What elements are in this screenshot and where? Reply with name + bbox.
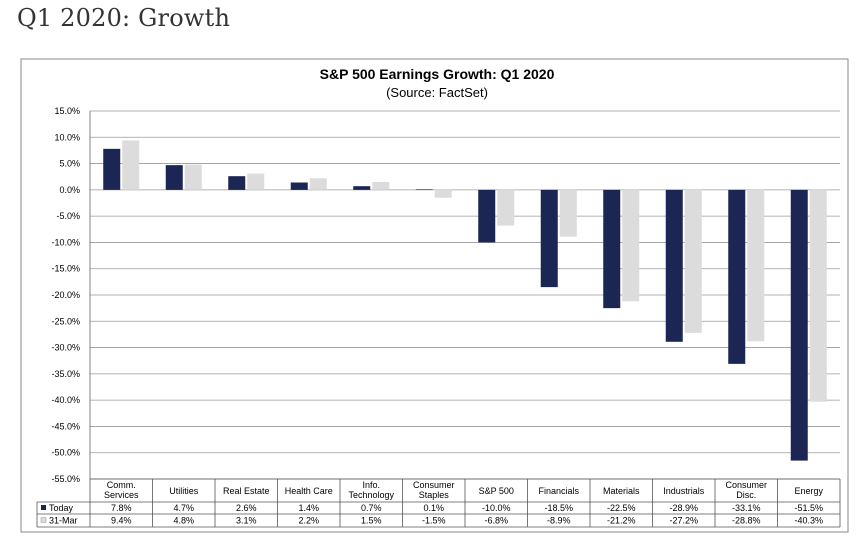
y-tick-label: -30.0% [51,343,80,353]
y-tick-label: -40.0% [51,395,80,405]
table-cell: -51.5% [794,503,823,513]
chart-title: S&P 500 Earnings Growth: Q1 2020 [320,66,555,82]
y-axis: 15.0% 10.0% 5.0% 0.0% -5.0% -10.0% -15.0% -20.0… [51,106,91,484]
table-cell: -1.5% [422,516,446,526]
table-cell: 0.1% [423,503,444,513]
table-cell: -40.3% [794,516,823,526]
bar-today [103,148,121,190]
category-label: Utilities [169,486,199,496]
bar-today [603,189,621,309]
data-table: Comm.Services Utilities Real Estate Health … [36,478,841,528]
bar-today [540,189,558,288]
bar-today [353,186,371,190]
table-cell: -22.5% [607,503,636,513]
bar-31-mar [684,189,702,333]
y-tick-label: -35.0% [51,369,80,379]
legend-swatch [41,505,46,510]
bar-31-mar [372,181,390,190]
table-cell: 1.4% [298,503,319,513]
category-label: Energy [794,486,823,496]
bar-31-mar [497,189,515,226]
bar-today [728,189,746,364]
y-tick-label: -55.0% [51,474,80,484]
category-label: Services [104,490,139,500]
legend-label: Today [49,503,74,513]
category-label: Industrials [663,486,705,496]
category-label: Comm. [107,480,136,490]
category-label: Financials [538,486,579,496]
bar-31-mar [434,189,452,198]
bar-today [165,165,183,190]
bar-31-mar [309,178,327,190]
table-cell: 4.8% [173,516,194,526]
bars [103,140,827,461]
table-cell: -6.8% [484,516,508,526]
table-cell: -28.8% [732,516,761,526]
y-tick-label: -45.0% [51,421,80,431]
y-tick-label: 5.0% [59,159,80,169]
y-tick-label: 0.0% [59,185,80,195]
bar-31-mar [622,189,640,302]
y-tick-label: -25.0% [51,316,80,326]
y-tick-label: -20.0% [51,290,80,300]
bar-31-mar [559,189,577,237]
bar-31-mar [747,189,765,342]
category-label: Staples [419,490,450,500]
bar-today [478,189,496,243]
table-cell: -27.2% [669,516,698,526]
y-tick-label: -50.0% [51,448,80,458]
table-cell: 3.1% [236,516,257,526]
bar-today [228,176,246,190]
chart-frame [20,58,849,533]
bar-today [290,182,308,190]
chart-subtitle: (Source: FactSet) [386,85,488,100]
bar-today [665,189,683,342]
category-label: Technology [348,490,394,500]
table-cell: 4.7% [173,503,194,513]
legend-swatch [40,517,47,523]
legend-label: 31-Mar [49,516,78,526]
page-title: Q1 2020: Growth [17,4,231,32]
table-cell: 7.8% [111,503,132,513]
table-cell: 0.7% [361,503,382,513]
y-tick-label: -15.0% [51,264,80,274]
category-label: Health Care [285,486,333,496]
table-cell: 9.4% [111,516,132,526]
y-tick-label: -10.0% [51,237,80,247]
category-label: S&P 500 [479,486,514,496]
table-cell: -28.9% [669,503,698,513]
table-cell: -10.0% [482,503,511,513]
bar-today [790,189,808,461]
bar-31-mar [809,189,827,402]
bar-31-mar [122,140,140,190]
bar-31-mar [247,173,265,190]
y-tick-label: -5.0% [56,211,80,221]
bar-today [415,189,433,190]
y-tick-label: 15.0% [54,106,80,116]
category-label: Info. [362,480,380,490]
category-label: Materials [603,486,640,496]
table-cell: -8.9% [547,516,571,526]
y-tick-label: 10.0% [54,132,80,142]
table-cell: 2.2% [298,516,319,526]
table-cell: 1.5% [361,516,382,526]
category-label: Consumer [413,480,455,490]
table-cell: 2.6% [236,503,257,513]
category-label: Consumer [725,480,767,490]
category-label: Real Estate [223,486,270,496]
category-label: Disc. [736,490,756,500]
table-cell: -18.5% [544,503,573,513]
bar-31-mar [184,164,202,190]
table-cell: -33.1% [732,503,761,513]
table-cell: -21.2% [607,516,636,526]
